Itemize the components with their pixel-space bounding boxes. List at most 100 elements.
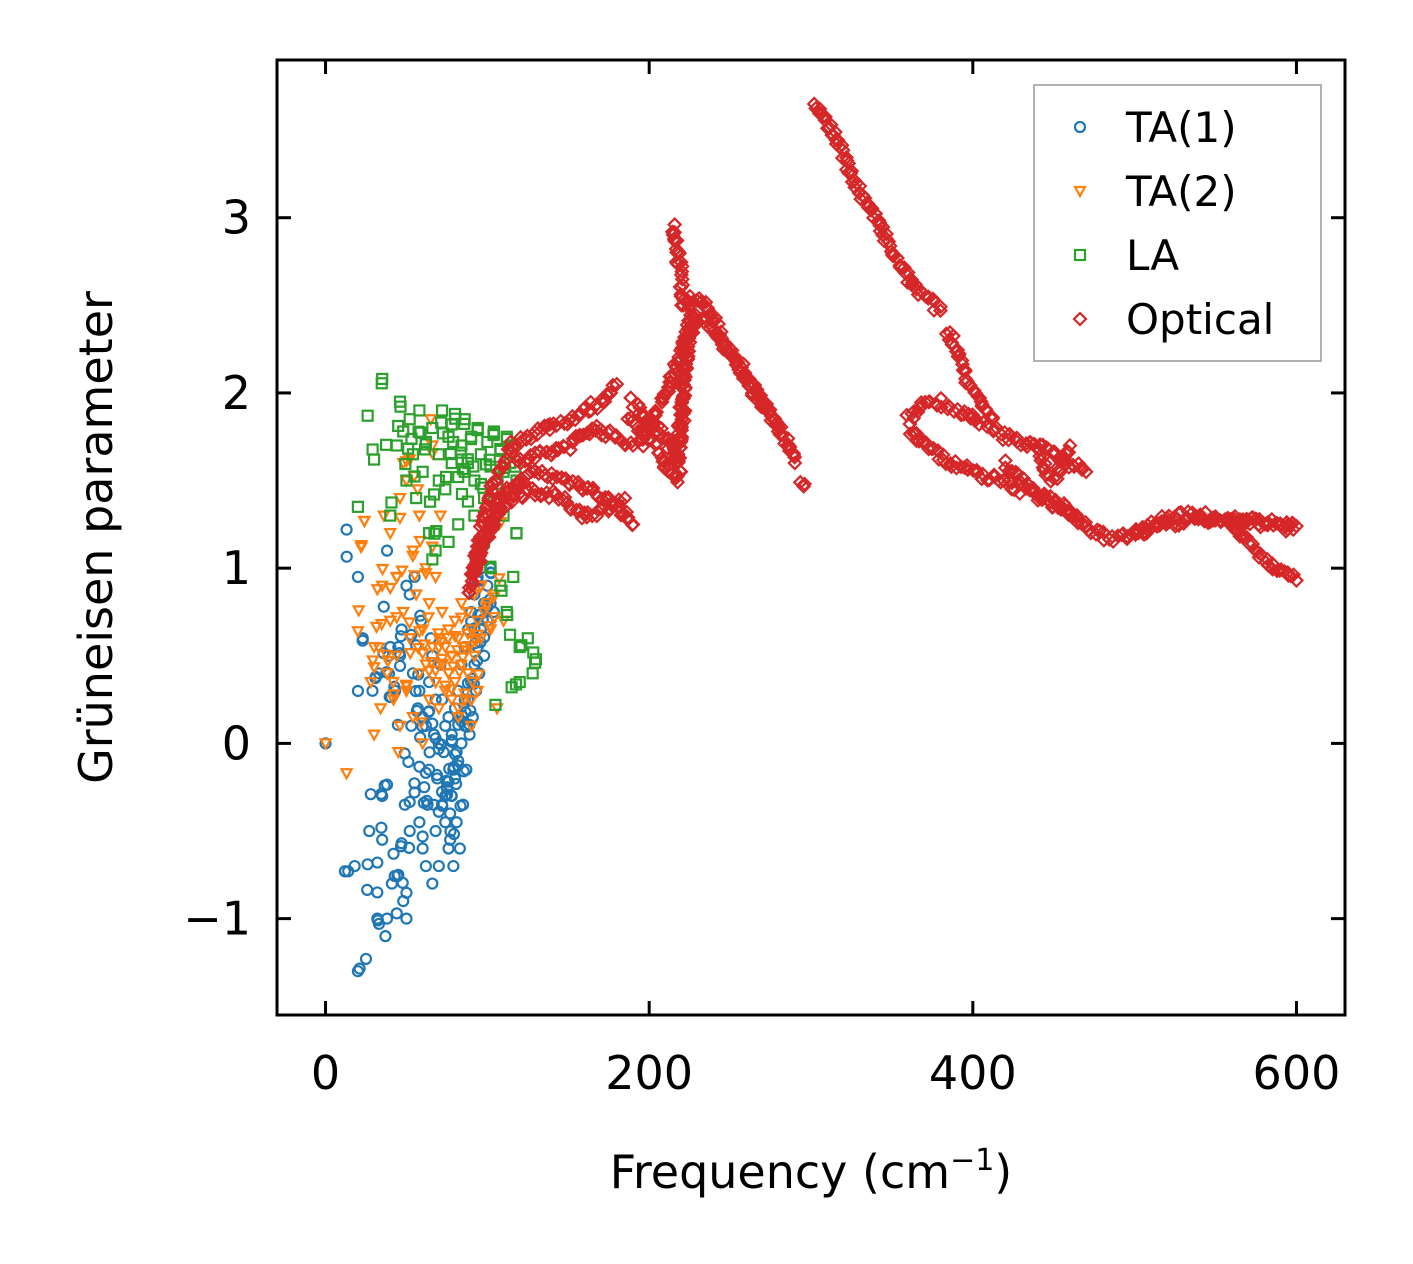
data-point bbox=[419, 568, 433, 581]
data-point bbox=[1065, 508, 1081, 524]
data-point bbox=[387, 847, 400, 860]
data-point bbox=[648, 404, 665, 420]
data-point bbox=[932, 299, 949, 315]
data-point bbox=[575, 427, 591, 443]
data-point bbox=[549, 469, 565, 485]
data-point bbox=[471, 669, 486, 682]
data-point bbox=[513, 640, 526, 654]
data-point bbox=[627, 417, 643, 433]
data-point bbox=[737, 365, 753, 381]
data-point bbox=[423, 414, 438, 427]
data-point bbox=[429, 544, 442, 557]
data-point bbox=[419, 659, 433, 672]
data-point bbox=[1092, 523, 1108, 539]
data-point bbox=[395, 623, 408, 636]
data-point bbox=[473, 553, 489, 569]
data-point bbox=[445, 789, 458, 802]
data-point bbox=[361, 858, 374, 871]
data-point bbox=[467, 650, 482, 664]
data-point bbox=[676, 329, 692, 345]
data-point bbox=[592, 501, 608, 517]
data-point bbox=[376, 510, 391, 523]
data-point bbox=[383, 528, 398, 541]
data-point bbox=[363, 676, 378, 690]
data-point bbox=[1288, 572, 1305, 588]
data-point bbox=[432, 448, 445, 461]
data-point bbox=[464, 720, 479, 734]
data-point bbox=[754, 399, 770, 415]
data-point bbox=[484, 560, 497, 573]
data-point bbox=[361, 883, 374, 897]
data-point bbox=[356, 634, 369, 647]
data-point bbox=[1095, 524, 1111, 540]
data-point bbox=[450, 645, 465, 658]
y-axis-label: Grüneisen parameter bbox=[69, 291, 123, 784]
data-point bbox=[1154, 515, 1170, 531]
data-point bbox=[470, 615, 485, 628]
legend-marker bbox=[1072, 311, 1088, 327]
data-point bbox=[673, 280, 689, 296]
data-point bbox=[403, 824, 416, 838]
data-point bbox=[1074, 462, 1090, 478]
data-point bbox=[496, 615, 511, 628]
data-point bbox=[439, 816, 452, 829]
data-point bbox=[909, 425, 925, 441]
data-point bbox=[408, 470, 421, 483]
data-point bbox=[380, 544, 394, 557]
data-point bbox=[771, 416, 787, 433]
data-point bbox=[609, 376, 625, 392]
data-point bbox=[366, 443, 379, 456]
data-point bbox=[584, 508, 600, 524]
data-point bbox=[455, 487, 469, 501]
data-point bbox=[557, 489, 573, 505]
data-point bbox=[663, 368, 679, 384]
data-point bbox=[518, 431, 534, 448]
data-point bbox=[584, 421, 600, 437]
data-point bbox=[442, 535, 455, 548]
data-point bbox=[409, 685, 422, 698]
data-point bbox=[675, 297, 691, 313]
data-point bbox=[479, 601, 494, 614]
data-point bbox=[1110, 528, 1126, 544]
data-point bbox=[515, 639, 528, 652]
data-point bbox=[559, 495, 575, 511]
data-point bbox=[403, 413, 416, 426]
legend: TA(1) TA(2) LA Optical bbox=[1033, 84, 1322, 362]
data-point bbox=[815, 108, 831, 125]
data-point bbox=[440, 774, 453, 787]
data-point bbox=[394, 840, 408, 853]
data-point bbox=[370, 584, 385, 597]
data-point bbox=[505, 486, 521, 502]
data-point bbox=[351, 605, 366, 618]
y-tick-label: 3 bbox=[222, 191, 251, 245]
data-point bbox=[487, 427, 501, 440]
data-point bbox=[424, 656, 439, 670]
legend-label: TA(2) bbox=[1125, 167, 1237, 216]
legend-label: Optical bbox=[1126, 295, 1274, 344]
data-point bbox=[436, 427, 450, 440]
data-point bbox=[448, 748, 462, 761]
data-point bbox=[639, 417, 655, 433]
data-point bbox=[367, 662, 381, 675]
data-point bbox=[420, 794, 433, 807]
data-point bbox=[1019, 439, 1035, 455]
data-point bbox=[698, 294, 714, 310]
data-point bbox=[670, 467, 686, 484]
data-point bbox=[465, 676, 480, 690]
y-tick-label: −1 bbox=[183, 892, 251, 946]
data-point bbox=[419, 438, 433, 451]
data-point bbox=[676, 413, 692, 429]
data-point bbox=[796, 476, 813, 492]
x-axis-label-main: Frequency (cm bbox=[610, 1145, 950, 1199]
data-point bbox=[954, 356, 970, 372]
data-point bbox=[339, 768, 354, 781]
data-point bbox=[1288, 518, 1305, 534]
x-tick-label: 600 bbox=[1253, 1046, 1341, 1100]
series-ta-1- bbox=[319, 523, 500, 978]
data-point bbox=[405, 719, 418, 732]
data-point bbox=[447, 760, 460, 774]
data-point bbox=[416, 842, 429, 855]
data-point bbox=[1052, 464, 1068, 480]
data-point bbox=[489, 503, 505, 519]
